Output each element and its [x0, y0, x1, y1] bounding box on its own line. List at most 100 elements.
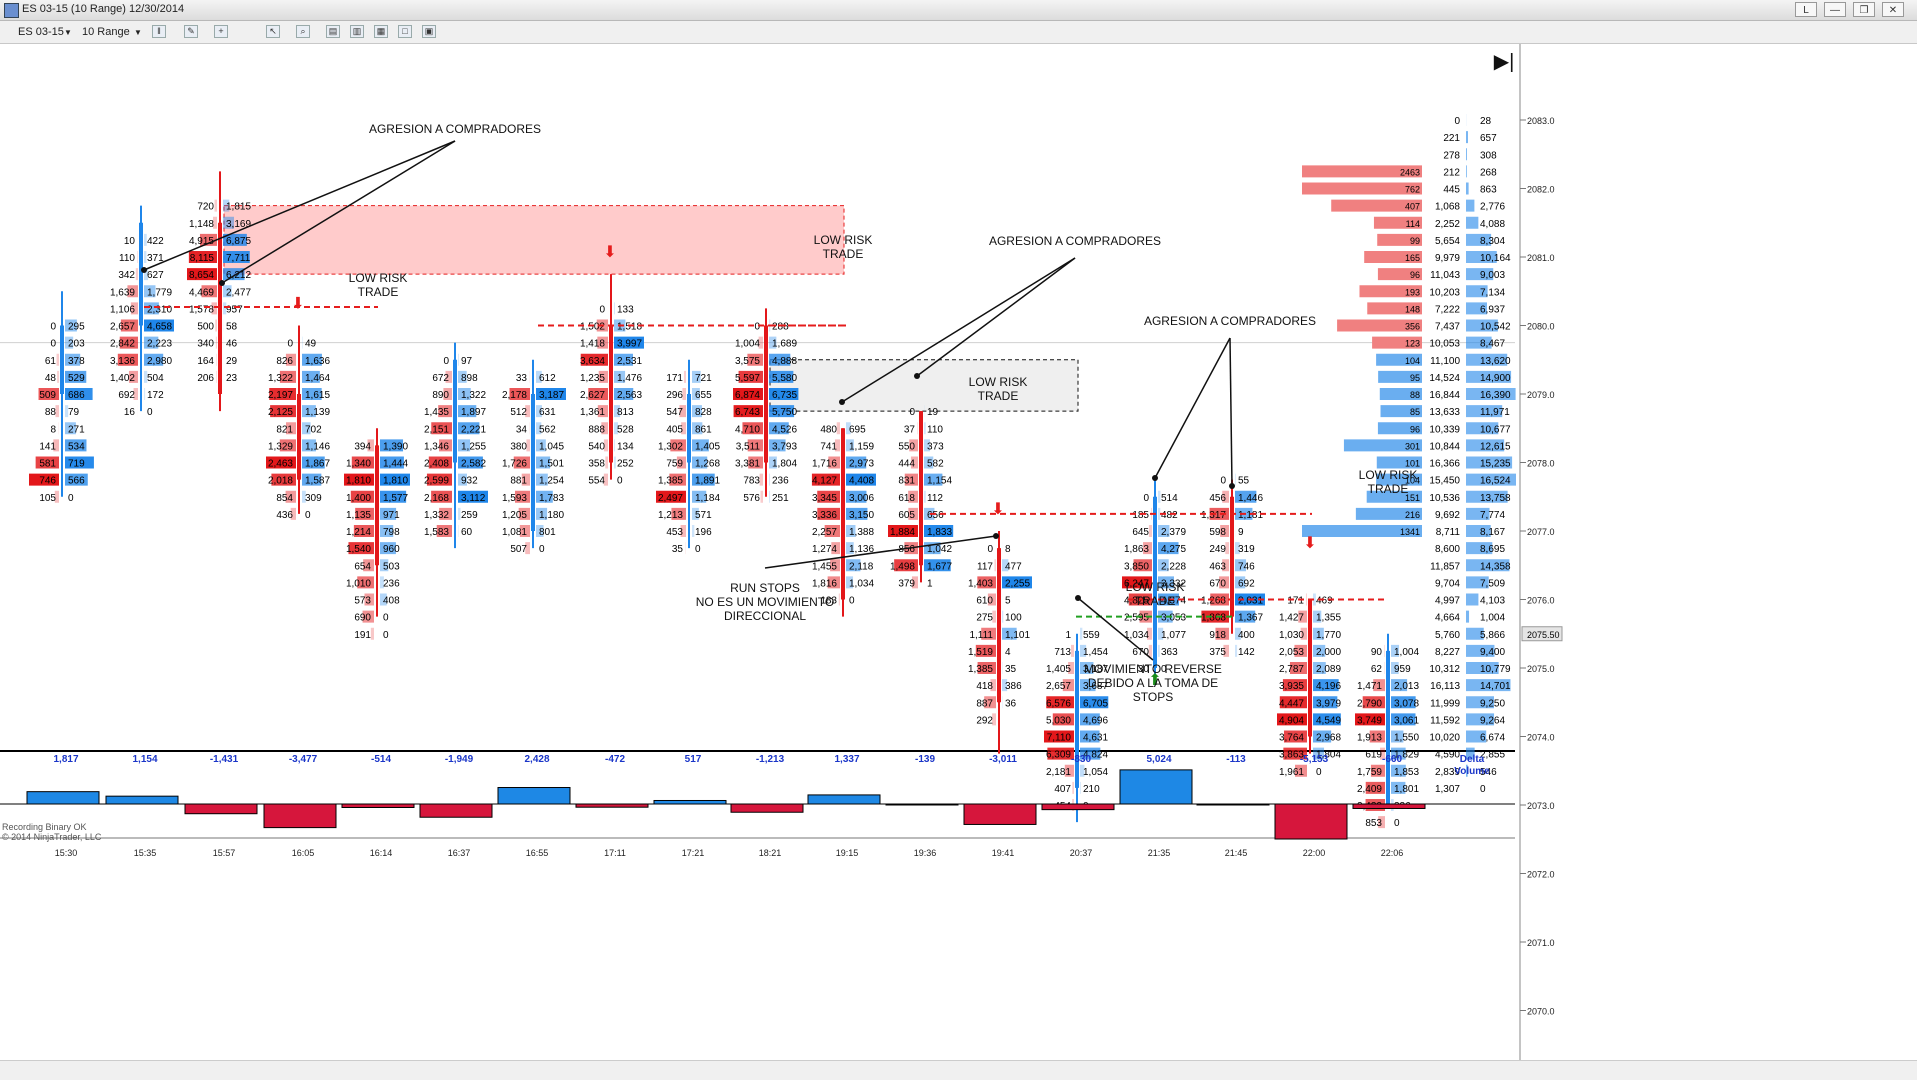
- ask-volume-label: 1,146: [305, 441, 330, 452]
- delta-value-label: -3,011: [989, 754, 1017, 765]
- ask-volume-bar: [769, 491, 770, 503]
- delta-value-label: 2,428: [524, 754, 549, 765]
- bid-volume-label: 453: [666, 527, 683, 538]
- delta-value-label: 517: [685, 754, 702, 765]
- period-selector[interactable]: 10 Range: [82, 26, 130, 38]
- bid-volume-bar: [1071, 645, 1074, 657]
- bid-volume-label: 8: [50, 424, 56, 435]
- ask-volume-label: 46: [226, 339, 238, 350]
- ask-volume-bar: [769, 474, 770, 486]
- delta-bar: [185, 804, 257, 814]
- strategy-icon[interactable]: ▥: [350, 25, 364, 38]
- ask-volume-label: 960: [383, 544, 400, 555]
- ask-volume-label: 1,518: [617, 322, 642, 333]
- ask-volume-label: 97: [461, 356, 473, 367]
- delta-bar: [1120, 770, 1192, 804]
- ask-volume-label: 23: [226, 373, 238, 384]
- bid-volume-label: 713: [1054, 647, 1071, 658]
- bid-volume-label: 206: [197, 373, 214, 384]
- data-box-icon[interactable]: □: [398, 25, 412, 38]
- bid-volume-label: 342: [118, 270, 135, 281]
- chevron-down-icon[interactable]: ▼: [64, 28, 72, 37]
- ask-volume-label: 79: [68, 407, 80, 418]
- footprint-chart[interactable]: 2083.02082.02081.02080.02079.02078.02077…: [0, 44, 1917, 1060]
- bid-volume-label: 35: [672, 544, 684, 555]
- annotation-label: TRADE: [358, 285, 399, 299]
- minimize-button[interactable]: —: [1824, 2, 1846, 17]
- delta-panel-title: Volume: [1454, 766, 1490, 777]
- bid-volume-label: 831: [898, 476, 915, 487]
- bid-volume-label: 3,136: [110, 356, 135, 367]
- bid-volume-label: 37: [904, 424, 916, 435]
- window-linking-icon[interactable]: ▣: [422, 25, 436, 38]
- delta-value-label: -139: [915, 754, 935, 765]
- candle-body: [1308, 600, 1312, 737]
- profile-ask-label: 9,003: [1480, 270, 1505, 281]
- bid-volume-label: 1,759: [1357, 767, 1382, 778]
- delta-value-label: -830: [1071, 754, 1091, 765]
- bid-volume-label: 4,710: [735, 424, 760, 435]
- annotation-label: LOW RISK: [1359, 468, 1418, 482]
- ask-volume-label: 1,139: [305, 407, 330, 418]
- bid-volume-bar: [1149, 525, 1152, 537]
- close-button[interactable]: ✕: [1882, 2, 1904, 17]
- chevron-down-icon[interactable]: ▼: [134, 28, 142, 37]
- ask-volume-label: 1,255: [461, 441, 486, 452]
- add-indicator-icon[interactable]: +: [214, 25, 228, 38]
- ask-volume-label: 1,689: [772, 339, 797, 350]
- bid-volume-label: 547: [666, 407, 683, 418]
- ask-volume-label: 959: [1394, 664, 1411, 675]
- delta-bar: [886, 804, 958, 805]
- signal-arrow-icon: ⬇: [1303, 535, 1316, 552]
- ask-volume-label: 1,154: [927, 476, 952, 487]
- ask-volume-label: 134: [617, 441, 634, 452]
- bid-volume-label: 618: [898, 493, 915, 504]
- profile-delta-label: 1341: [1400, 527, 1420, 537]
- bid-volume-label: 1,346: [424, 441, 449, 452]
- ask-volume-label: 3,112: [461, 493, 486, 504]
- ask-volume-label: 1,810: [383, 476, 408, 487]
- bid-volume-label: 0: [599, 304, 605, 315]
- profile-bid-label: 5,760: [1435, 630, 1460, 641]
- profile-ask-bar: [1466, 200, 1474, 212]
- bid-volume-bar: [605, 457, 608, 469]
- ask-volume-label: 4,631: [1083, 733, 1108, 744]
- bid-volume-label: 1,716: [812, 459, 837, 470]
- candle-body: [919, 411, 923, 565]
- bid-volume-label: 1,030: [1279, 630, 1304, 641]
- price-tick-label: 2079.0: [1527, 390, 1555, 400]
- properties-icon[interactable]: ▤: [326, 25, 340, 38]
- time-tick-label: 21:35: [1148, 848, 1171, 858]
- cursor-icon[interactable]: ↖: [266, 25, 280, 38]
- ask-volume-label: 692: [1238, 578, 1255, 589]
- price-tick-label: 2077.0: [1527, 527, 1555, 537]
- profile-ask-label: 2,776: [1480, 202, 1505, 213]
- zoom-icon[interactable]: ⌕: [296, 25, 310, 38]
- maximize-button[interactable]: ❐: [1853, 2, 1875, 17]
- bid-volume-label: 375: [1209, 647, 1226, 658]
- candle-body: [1075, 651, 1079, 788]
- bid-volume-label: 105: [39, 493, 56, 504]
- bid-volume-label: 407: [1054, 784, 1071, 795]
- bid-volume-bar: [1306, 594, 1307, 606]
- pencil-icon[interactable]: ✎: [184, 25, 198, 38]
- profile-bid-label: 9,979: [1435, 253, 1460, 264]
- ask-volume-label: 288: [772, 322, 789, 333]
- ask-volume-label: 1,077: [1161, 630, 1186, 641]
- profile-ask-label: 28: [1480, 116, 1492, 127]
- bid-volume-label: 605: [898, 510, 915, 521]
- profile-bid-label: 16,844: [1429, 390, 1460, 401]
- bar-style-icon[interactable]: ‖: [152, 25, 166, 38]
- bid-volume-label: 34: [516, 424, 528, 435]
- candle-body: [60, 326, 64, 395]
- bid-volume-label: 550: [898, 441, 915, 452]
- bid-volume-label: 1,268: [1201, 596, 1226, 607]
- window-title: ES 03-15 (10 Range) 12/30/2014: [22, 3, 184, 15]
- bid-volume-label: 2,599: [424, 476, 449, 487]
- ask-volume-label: 2,582: [461, 459, 486, 470]
- profile-delta-label: 104: [1405, 356, 1420, 366]
- template-icon[interactable]: ▦: [374, 25, 388, 38]
- instrument-selector[interactable]: ES 03-15: [18, 26, 64, 38]
- delta-bar: [1042, 804, 1114, 810]
- link-button[interactable]: L: [1795, 2, 1817, 17]
